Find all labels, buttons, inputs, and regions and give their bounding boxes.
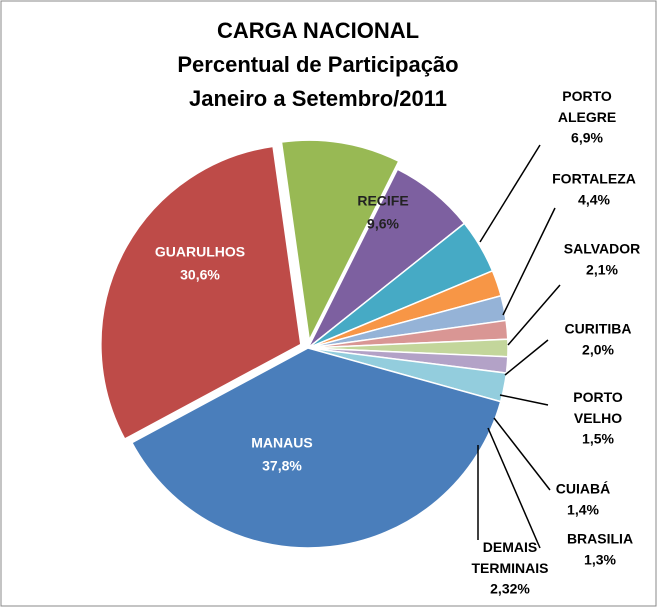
slice-label: CUIABÁ [556, 481, 610, 497]
value-label: 9,6% [367, 216, 399, 232]
slice-label: RECIFE [357, 193, 408, 209]
slice-label: MANAUS [251, 435, 312, 451]
chart-title: Percentual de Participação [177, 52, 458, 77]
slice-label: PORTO ALEGRE [558, 88, 616, 125]
value-label: 1,4% [567, 502, 599, 518]
slice-label: DEMAIS TERMINAIS [472, 539, 549, 576]
value-label: 4,4% [578, 192, 610, 208]
leader-line [504, 339, 549, 376]
slice-label: SALVADOR [564, 241, 640, 257]
value-label: 1,3% [584, 552, 616, 568]
leader-line [487, 427, 541, 549]
leader-line [502, 207, 556, 316]
chart-title: CARGA NACIONAL [217, 18, 419, 43]
label-line: VELHO [574, 410, 622, 426]
leader-line [499, 394, 549, 406]
leader-line [493, 417, 551, 491]
label-line: PORTO [573, 389, 623, 405]
label-line: TERMINAIS [472, 560, 549, 576]
pie-slice [100, 145, 302, 441]
slice-label: CURITIBA [565, 321, 632, 337]
leader-line [507, 284, 561, 346]
pie-slice [280, 139, 400, 343]
chart-title: Janeiro a Setembro/2011 [189, 86, 447, 111]
value-label: 6,9% [571, 130, 603, 146]
label-line: PORTO [562, 88, 612, 104]
leader-line [479, 144, 541, 243]
value-label: 2,1% [586, 262, 618, 278]
value-label: 2,0% [582, 342, 614, 358]
value-label: 1,5% [582, 431, 614, 447]
slice-label: FORTALEZA [552, 171, 636, 187]
slice-label: BRASILIA [567, 531, 633, 547]
label-line: ALEGRE [558, 109, 616, 125]
pie-slice [130, 347, 502, 549]
value-label: 30,6% [180, 267, 220, 283]
value-label: 37,8% [262, 458, 302, 474]
slice-label: PORTO VELHO [573, 389, 623, 426]
slice-label: GUARULHOS [155, 244, 245, 260]
label-line: DEMAIS [483, 539, 537, 555]
value-label: 2,32% [490, 581, 530, 597]
